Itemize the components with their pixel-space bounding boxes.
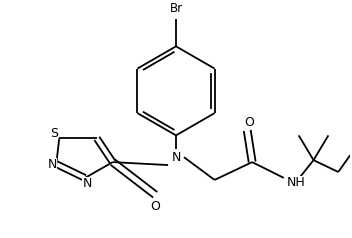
Text: N: N — [171, 151, 181, 164]
Text: O: O — [150, 200, 160, 213]
Text: N: N — [48, 158, 57, 171]
Text: Br: Br — [169, 2, 183, 15]
Text: S: S — [50, 127, 58, 140]
Text: O: O — [244, 116, 254, 129]
Text: NH: NH — [287, 176, 306, 189]
Text: N: N — [82, 177, 92, 190]
